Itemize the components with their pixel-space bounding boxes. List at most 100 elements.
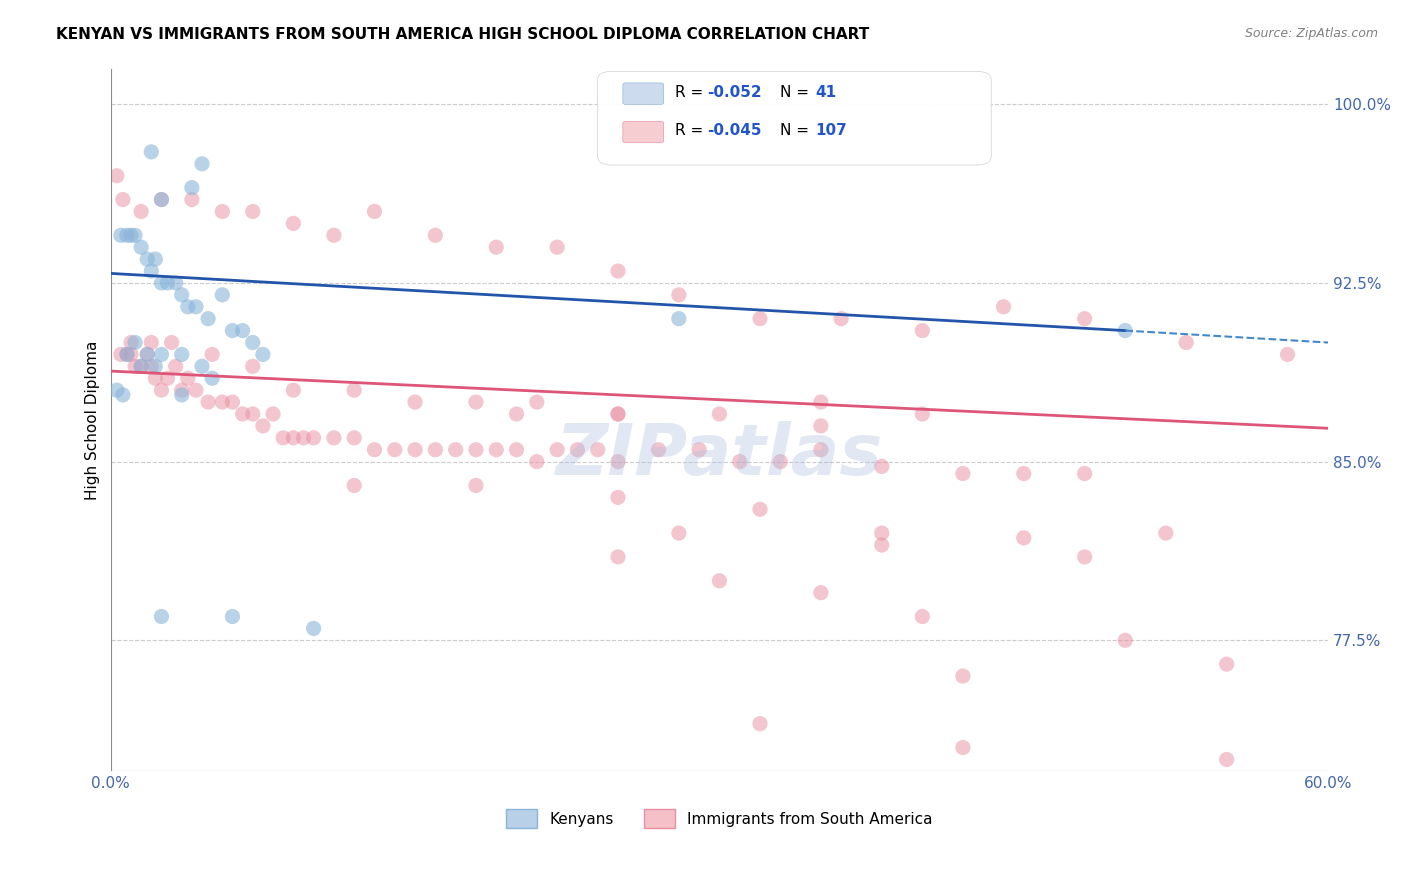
Text: Source: ZipAtlas.com: Source: ZipAtlas.com bbox=[1244, 27, 1378, 40]
Point bbox=[211, 204, 233, 219]
Point bbox=[283, 431, 305, 445]
Point bbox=[129, 204, 152, 219]
Point bbox=[363, 204, 385, 219]
Point bbox=[607, 407, 630, 421]
Point bbox=[546, 442, 568, 457]
Text: -0.052: -0.052 bbox=[707, 86, 762, 100]
Point bbox=[221, 609, 243, 624]
Text: R =: R = bbox=[675, 123, 709, 137]
Point bbox=[668, 288, 690, 302]
Point bbox=[292, 431, 315, 445]
Point bbox=[180, 180, 202, 194]
Point bbox=[197, 311, 219, 326]
Point bbox=[120, 347, 142, 361]
Point bbox=[177, 371, 200, 385]
Point bbox=[607, 549, 630, 564]
Point bbox=[232, 407, 254, 421]
Point bbox=[271, 431, 294, 445]
Point bbox=[211, 395, 233, 409]
Point bbox=[136, 347, 159, 361]
Point bbox=[952, 669, 974, 683]
Point bbox=[444, 442, 467, 457]
Point bbox=[143, 371, 166, 385]
Point bbox=[201, 371, 224, 385]
Point bbox=[688, 442, 710, 457]
Point bbox=[607, 455, 630, 469]
Point bbox=[384, 442, 406, 457]
Point bbox=[322, 228, 344, 243]
Point bbox=[170, 388, 193, 402]
Point bbox=[911, 609, 934, 624]
Text: 107: 107 bbox=[815, 123, 848, 137]
Point bbox=[170, 383, 193, 397]
Point bbox=[211, 288, 233, 302]
Point bbox=[252, 347, 274, 361]
Point bbox=[170, 288, 193, 302]
Point bbox=[465, 478, 488, 492]
Point bbox=[1114, 633, 1136, 648]
Point bbox=[150, 383, 173, 397]
Text: 41: 41 bbox=[815, 86, 837, 100]
Point bbox=[302, 621, 325, 635]
Point bbox=[749, 311, 772, 326]
Point bbox=[160, 335, 183, 350]
Point bbox=[150, 193, 173, 207]
Point bbox=[262, 407, 284, 421]
Point bbox=[546, 240, 568, 254]
Point bbox=[120, 228, 142, 243]
Point bbox=[141, 145, 163, 159]
Point bbox=[485, 240, 508, 254]
Point bbox=[1073, 467, 1095, 481]
Point bbox=[105, 169, 128, 183]
Point bbox=[870, 459, 893, 474]
Point bbox=[952, 740, 974, 755]
Point bbox=[647, 442, 669, 457]
Point bbox=[769, 455, 792, 469]
Point bbox=[150, 609, 173, 624]
Point bbox=[141, 335, 163, 350]
Point bbox=[111, 193, 134, 207]
Point bbox=[343, 478, 366, 492]
Point bbox=[242, 359, 264, 374]
Point bbox=[749, 716, 772, 731]
Point bbox=[129, 359, 152, 374]
Point bbox=[129, 240, 152, 254]
Point bbox=[749, 502, 772, 516]
Point bbox=[136, 347, 159, 361]
Point bbox=[668, 526, 690, 541]
Point bbox=[526, 455, 548, 469]
Point bbox=[283, 383, 305, 397]
Point bbox=[404, 442, 426, 457]
Point bbox=[242, 407, 264, 421]
Point bbox=[810, 395, 832, 409]
Y-axis label: High School Diploma: High School Diploma bbox=[86, 340, 100, 500]
Point bbox=[911, 324, 934, 338]
Text: -0.045: -0.045 bbox=[707, 123, 762, 137]
Point bbox=[124, 359, 146, 374]
Point bbox=[141, 264, 163, 278]
Point bbox=[105, 383, 128, 397]
Point bbox=[526, 395, 548, 409]
Legend: Kenyans, Immigrants from South America: Kenyans, Immigrants from South America bbox=[501, 803, 939, 834]
Point bbox=[191, 157, 214, 171]
Point bbox=[1012, 531, 1035, 545]
Point bbox=[607, 491, 630, 505]
Point bbox=[115, 228, 138, 243]
Point bbox=[180, 193, 202, 207]
Text: N =: N = bbox=[780, 123, 814, 137]
Point bbox=[232, 324, 254, 338]
Point bbox=[156, 371, 179, 385]
Point bbox=[170, 347, 193, 361]
Point bbox=[505, 407, 527, 421]
Point bbox=[143, 359, 166, 374]
Point bbox=[810, 418, 832, 433]
Point bbox=[150, 347, 173, 361]
Text: ZIPatlas: ZIPatlas bbox=[555, 421, 883, 490]
Point bbox=[810, 442, 832, 457]
Point bbox=[242, 204, 264, 219]
Point bbox=[952, 467, 974, 481]
Point bbox=[150, 193, 173, 207]
Point bbox=[404, 395, 426, 409]
Point bbox=[150, 276, 173, 290]
Point bbox=[120, 335, 142, 350]
